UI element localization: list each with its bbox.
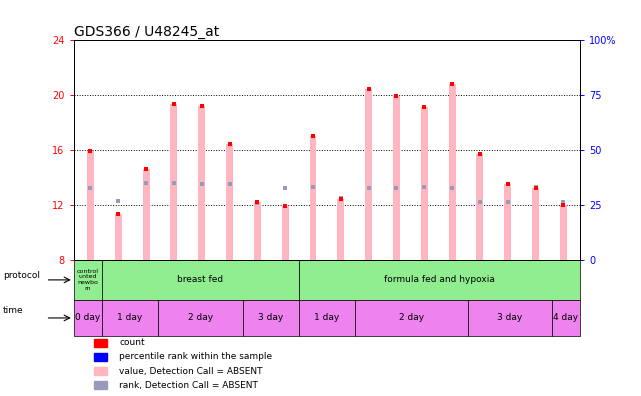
Bar [449, 84, 456, 260]
Bar [102, 260, 299, 300]
Point [280, 203, 290, 209]
Point [169, 180, 179, 186]
Bar [532, 188, 539, 260]
Point [141, 180, 151, 186]
Text: percentile rank within the sample: percentile rank within the sample [119, 352, 272, 362]
Text: GDS366 / U48245_at: GDS366 / U48245_at [74, 25, 219, 38]
Bar [552, 300, 580, 336]
Point [85, 185, 96, 191]
Text: breast fed: breast fed [178, 275, 223, 284]
Point [85, 148, 96, 154]
Point [531, 184, 541, 190]
Text: 0 day: 0 day [75, 314, 101, 322]
Bar [393, 96, 400, 260]
Text: value, Detection Call = ABSENT: value, Detection Call = ABSENT [119, 367, 263, 375]
Bar [94, 353, 106, 361]
Bar [299, 300, 355, 336]
Point [252, 199, 262, 205]
Point [113, 198, 123, 204]
Point [558, 199, 569, 205]
Point [447, 185, 457, 191]
Point [280, 185, 290, 191]
Text: protocol: protocol [3, 271, 40, 280]
Text: 2 day: 2 day [399, 314, 424, 322]
Text: count: count [119, 339, 145, 347]
Bar [420, 107, 428, 260]
Point [336, 195, 346, 201]
Point [141, 166, 151, 172]
Point [363, 86, 374, 92]
Bar [365, 89, 372, 260]
Bar [226, 144, 233, 260]
Bar [102, 300, 158, 336]
Bar [94, 367, 106, 375]
Point [475, 199, 485, 205]
Text: rank, Detection Call = ABSENT: rank, Detection Call = ABSENT [119, 381, 258, 390]
Point [419, 184, 429, 190]
Point [503, 181, 513, 187]
Text: 3 day: 3 day [497, 314, 522, 322]
Bar [142, 169, 149, 260]
Text: time: time [3, 307, 24, 315]
Bar [310, 136, 317, 260]
Bar [158, 300, 242, 336]
Bar [476, 154, 483, 260]
Bar [299, 260, 580, 300]
Bar [94, 339, 106, 347]
Bar [198, 106, 205, 260]
Point [252, 200, 262, 207]
Text: 2 day: 2 day [188, 314, 213, 322]
Text: 4 day: 4 day [553, 314, 579, 322]
Point [363, 185, 374, 191]
Text: control
unted
newbo
rn: control unted newbo rn [77, 269, 99, 291]
Bar [87, 151, 94, 260]
Bar [242, 300, 299, 336]
Bar [74, 260, 102, 300]
Bar [467, 300, 552, 336]
Point [113, 211, 123, 218]
Point [447, 80, 457, 87]
Point [336, 196, 346, 202]
Point [308, 184, 318, 190]
Point [169, 101, 179, 107]
Text: formula fed and hypoxia: formula fed and hypoxia [384, 275, 495, 284]
Point [531, 185, 541, 191]
Bar [504, 184, 512, 260]
Bar [560, 205, 567, 260]
Bar [115, 215, 122, 260]
Point [224, 181, 235, 187]
Point [392, 93, 402, 99]
Bar [171, 104, 178, 260]
Text: 3 day: 3 day [258, 314, 283, 322]
Bar [281, 206, 288, 260]
Bar [74, 300, 102, 336]
Bar [254, 202, 261, 260]
Point [419, 104, 429, 110]
Point [197, 181, 207, 187]
Point [392, 185, 402, 191]
Point [475, 151, 485, 157]
Point [224, 141, 235, 147]
Point [558, 202, 569, 208]
Bar [355, 300, 467, 336]
Point [308, 133, 318, 139]
Bar [337, 199, 344, 260]
Point [197, 103, 207, 109]
Bar [94, 381, 106, 389]
Text: 1 day: 1 day [314, 314, 340, 322]
Point [503, 199, 513, 205]
Text: 1 day: 1 day [117, 314, 142, 322]
